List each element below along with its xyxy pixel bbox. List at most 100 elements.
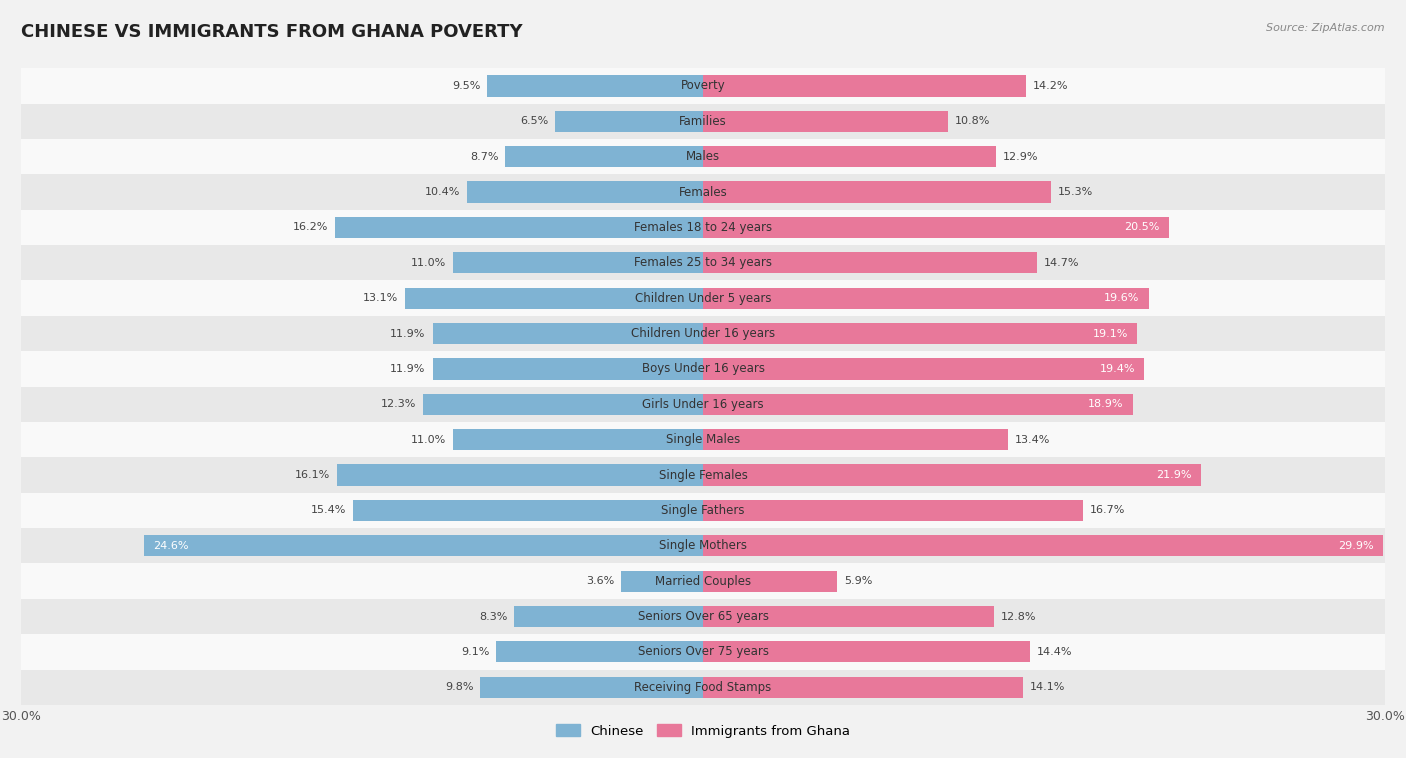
Text: 14.7%: 14.7%	[1045, 258, 1080, 268]
Text: 11.0%: 11.0%	[411, 434, 446, 445]
Bar	[21, 457, 1385, 493]
Text: Females 25 to 34 years: Females 25 to 34 years	[634, 256, 772, 269]
Bar	[703, 429, 1008, 450]
Bar	[423, 393, 703, 415]
Text: 11.9%: 11.9%	[391, 328, 426, 339]
Text: 13.1%: 13.1%	[363, 293, 398, 303]
Bar	[21, 174, 1385, 210]
Text: 16.7%: 16.7%	[1090, 506, 1125, 515]
Bar	[21, 634, 1385, 669]
Text: 6.5%: 6.5%	[520, 116, 548, 127]
Bar	[21, 210, 1385, 245]
Text: 29.9%: 29.9%	[1339, 540, 1374, 551]
Bar	[703, 465, 1201, 486]
Bar	[143, 535, 703, 556]
Text: Males: Males	[686, 150, 720, 163]
Text: 21.9%: 21.9%	[1156, 470, 1192, 480]
Text: 10.8%: 10.8%	[955, 116, 991, 127]
Bar	[703, 287, 1149, 309]
Bar	[703, 146, 997, 168]
Text: Single Females: Single Females	[658, 468, 748, 481]
Bar	[337, 465, 703, 486]
Text: Females 18 to 24 years: Females 18 to 24 years	[634, 221, 772, 234]
Bar	[21, 563, 1385, 599]
Bar	[703, 217, 1168, 238]
Bar	[703, 75, 1026, 96]
Bar	[453, 252, 703, 274]
Bar	[505, 146, 703, 168]
Bar	[21, 387, 1385, 422]
Bar	[703, 111, 949, 132]
Bar	[555, 111, 703, 132]
Bar	[515, 606, 703, 627]
Bar	[703, 571, 837, 592]
Text: 15.4%: 15.4%	[311, 506, 346, 515]
Text: 5.9%: 5.9%	[844, 576, 872, 586]
Bar	[481, 677, 703, 698]
Bar	[467, 181, 703, 202]
Text: 12.8%: 12.8%	[1001, 612, 1036, 622]
Text: 19.4%: 19.4%	[1099, 364, 1135, 374]
Bar	[21, 68, 1385, 104]
Bar	[335, 217, 703, 238]
Bar	[21, 280, 1385, 316]
Text: CHINESE VS IMMIGRANTS FROM GHANA POVERTY: CHINESE VS IMMIGRANTS FROM GHANA POVERTY	[21, 23, 523, 41]
Text: 12.3%: 12.3%	[381, 399, 416, 409]
Bar	[703, 677, 1024, 698]
Bar	[21, 245, 1385, 280]
Text: 8.3%: 8.3%	[479, 612, 508, 622]
Text: 16.2%: 16.2%	[292, 222, 328, 233]
Bar	[433, 359, 703, 380]
Text: 15.3%: 15.3%	[1057, 187, 1092, 197]
Bar	[21, 528, 1385, 563]
Text: 20.5%: 20.5%	[1125, 222, 1160, 233]
Text: 14.2%: 14.2%	[1032, 81, 1069, 91]
Text: Females: Females	[679, 186, 727, 199]
Text: Source: ZipAtlas.com: Source: ZipAtlas.com	[1267, 23, 1385, 33]
Text: 11.0%: 11.0%	[411, 258, 446, 268]
Bar	[353, 500, 703, 521]
Bar	[453, 429, 703, 450]
Text: Seniors Over 65 years: Seniors Over 65 years	[637, 610, 769, 623]
Legend: Chinese, Immigrants from Ghana: Chinese, Immigrants from Ghana	[551, 719, 855, 743]
Bar	[703, 181, 1050, 202]
Text: 9.1%: 9.1%	[461, 647, 489, 657]
Text: Families: Families	[679, 114, 727, 128]
Text: Single Mothers: Single Mothers	[659, 539, 747, 553]
Bar	[703, 606, 994, 627]
Text: 19.6%: 19.6%	[1104, 293, 1139, 303]
Text: 9.8%: 9.8%	[444, 682, 474, 692]
Text: Boys Under 16 years: Boys Under 16 years	[641, 362, 765, 375]
Text: Seniors Over 75 years: Seniors Over 75 years	[637, 645, 769, 659]
Bar	[405, 287, 703, 309]
Bar	[703, 535, 1382, 556]
Text: 18.9%: 18.9%	[1088, 399, 1123, 409]
Text: 14.1%: 14.1%	[1031, 682, 1066, 692]
Text: Girls Under 16 years: Girls Under 16 years	[643, 398, 763, 411]
Text: Single Fathers: Single Fathers	[661, 504, 745, 517]
Bar	[621, 571, 703, 592]
Bar	[703, 252, 1038, 274]
Bar	[703, 393, 1133, 415]
Bar	[703, 323, 1137, 344]
Text: 10.4%: 10.4%	[425, 187, 460, 197]
Bar	[703, 500, 1083, 521]
Bar	[21, 599, 1385, 634]
Text: 9.5%: 9.5%	[451, 81, 481, 91]
Bar	[21, 316, 1385, 351]
Bar	[486, 75, 703, 96]
Text: 11.9%: 11.9%	[391, 364, 426, 374]
Bar	[21, 139, 1385, 174]
Text: 24.6%: 24.6%	[153, 540, 188, 551]
Bar	[21, 422, 1385, 457]
Text: Children Under 5 years: Children Under 5 years	[634, 292, 772, 305]
Bar	[21, 493, 1385, 528]
Text: Single Males: Single Males	[666, 433, 740, 446]
Bar	[21, 104, 1385, 139]
Bar	[496, 641, 703, 662]
Text: Married Couples: Married Couples	[655, 575, 751, 587]
Bar	[21, 351, 1385, 387]
Text: 12.9%: 12.9%	[1002, 152, 1039, 161]
Text: 3.6%: 3.6%	[586, 576, 614, 586]
Bar	[21, 669, 1385, 705]
